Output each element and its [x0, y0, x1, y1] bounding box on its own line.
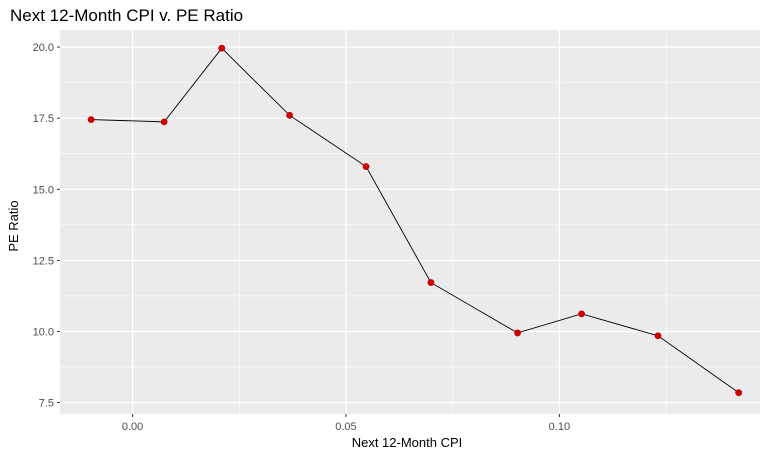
plot-panel — [60, 30, 760, 414]
minor-grid — [60, 30, 760, 414]
data-points — [87, 44, 743, 397]
series-line — [91, 47, 739, 394]
y-tick-label: 15.0 — [33, 184, 54, 196]
data-point — [427, 279, 435, 286]
x-tick-label: 0.05 — [335, 421, 356, 433]
x-axis-ticks: 0.00 0.05 0.10 — [122, 414, 570, 433]
series-line-group — [91, 47, 739, 394]
data-point — [362, 163, 370, 170]
data-point — [578, 310, 585, 318]
x-tick-label: 0.10 — [549, 421, 570, 433]
y-tick-label: 17.5 — [33, 113, 54, 125]
y-axis-ticks: 7.5 10.0 12.5 15.0 17.5 20.0 — [33, 42, 60, 410]
y-tick-label: 10.0 — [33, 327, 54, 339]
data-point — [735, 389, 743, 397]
data-point — [286, 111, 294, 119]
data-point — [218, 44, 226, 52]
y-axis-label: PE Ratio — [6, 200, 21, 251]
x-tick-label: 0.00 — [122, 421, 143, 433]
x-axis-label: Next 12-Month CPI — [352, 435, 463, 450]
data-point — [654, 332, 662, 340]
major-grid — [60, 30, 760, 414]
y-tick-label: 12.5 — [33, 255, 54, 267]
data-point — [87, 116, 95, 123]
y-tick-label: 7.5 — [39, 398, 54, 410]
chart-title: Next 12-Month CPI v. PE Ratio — [10, 6, 243, 25]
y-tick-label: 20.0 — [33, 42, 54, 54]
data-point — [160, 118, 168, 126]
data-point — [514, 329, 521, 337]
